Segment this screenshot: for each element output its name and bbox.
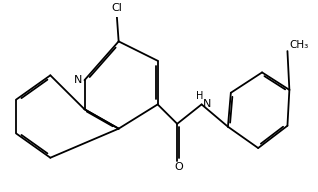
Text: CH₃: CH₃ <box>289 40 308 50</box>
Text: Cl: Cl <box>111 3 122 13</box>
Text: N: N <box>74 75 82 85</box>
Text: N: N <box>203 99 211 109</box>
Text: O: O <box>174 162 183 172</box>
Text: H: H <box>196 91 204 101</box>
